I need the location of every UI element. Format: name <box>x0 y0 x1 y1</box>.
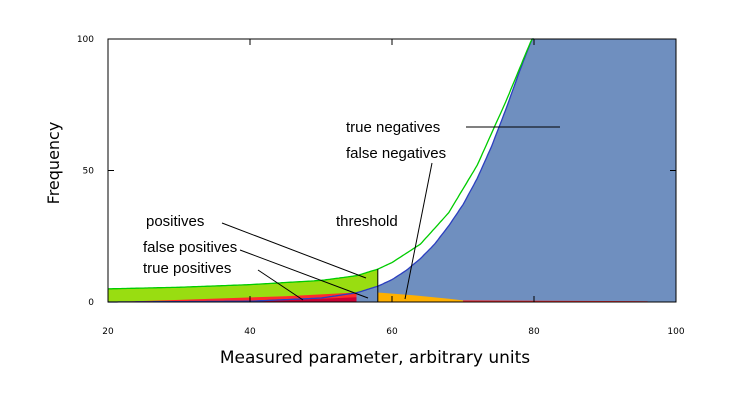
annotations: true negatives false negatives positives th… <box>143 119 560 301</box>
x-tick-label: 100 <box>667 327 684 337</box>
true-positives-area <box>108 296 378 302</box>
false-negatives-area <box>377 292 478 302</box>
y-tick-label: 0 <box>88 298 94 308</box>
x-tick-label: 60 <box>386 327 398 337</box>
x-tick-label: 80 <box>528 327 540 337</box>
x-tick-label: 20 <box>102 327 114 337</box>
true-negatives-label: true negatives <box>346 119 440 136</box>
positives-leader-line <box>221 222 367 279</box>
x-axis-title: Measured parameter, arbitrary units <box>220 348 530 368</box>
threshold-label: threshold <box>336 213 398 230</box>
axis-ticks: 20 40 60 80 100 0 50 100 <box>77 35 685 337</box>
y-tick-label: 50 <box>83 167 95 177</box>
positives-label: positives <box>146 213 204 230</box>
y-axis-title: Frequency <box>44 122 63 205</box>
false-positives-label: false positives <box>143 239 237 256</box>
true-negatives-area <box>356 39 676 302</box>
false-negatives-leader-line <box>404 162 433 300</box>
true-positives-label: true positives <box>143 260 231 277</box>
x-tick-label: 40 <box>244 327 256 337</box>
true-positives-leader-line <box>257 269 304 301</box>
false-negatives-label: false negatives <box>346 145 446 162</box>
false-positives-leader-line <box>239 249 369 299</box>
y-tick-label: 100 <box>77 35 94 45</box>
